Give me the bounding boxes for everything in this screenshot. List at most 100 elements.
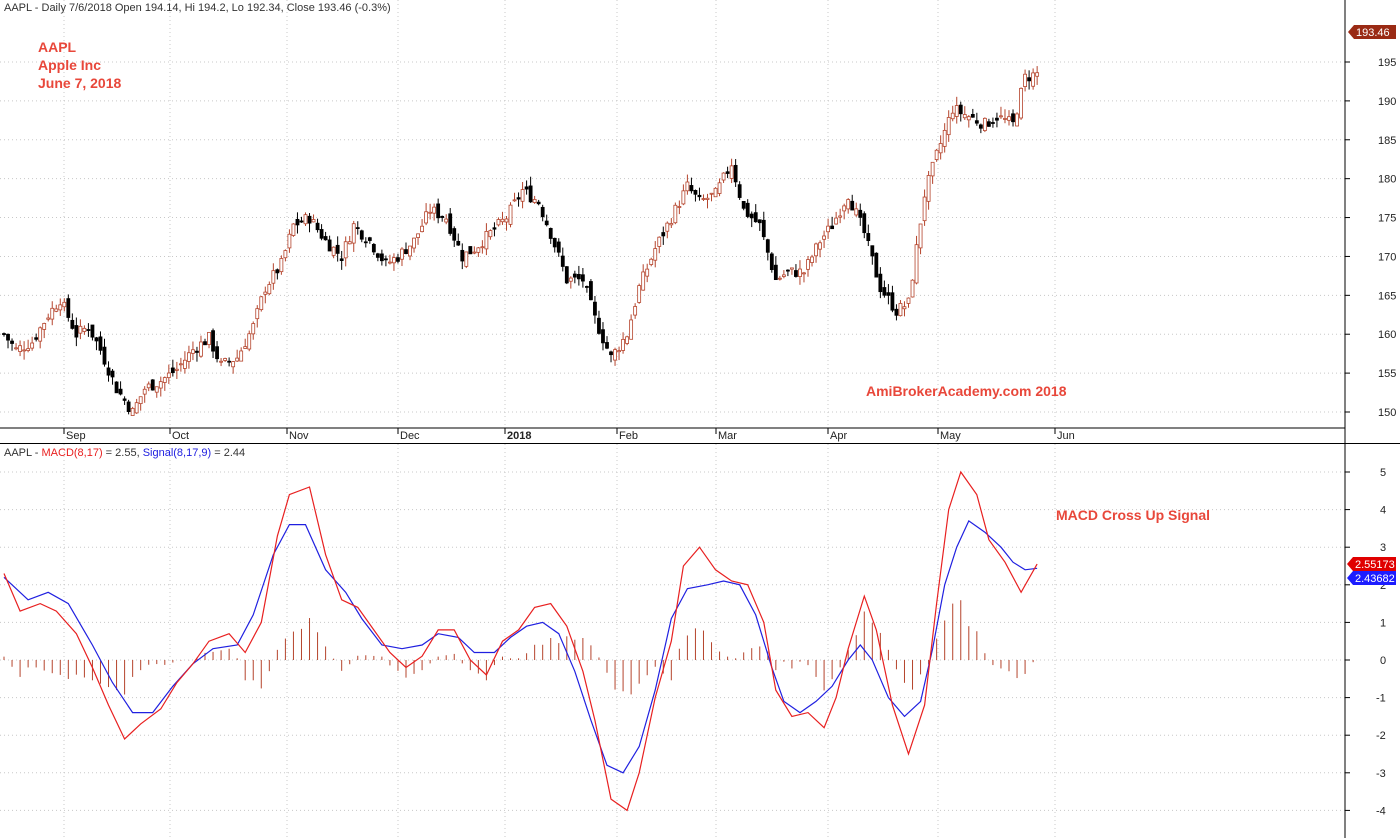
- candle-down: [697, 194, 702, 198]
- candle-down: [98, 336, 103, 351]
- signal-line: [3, 519, 1038, 774]
- candle-down: [725, 171, 730, 174]
- candle-up: [38, 327, 43, 342]
- candle-up: [187, 352, 191, 362]
- candle-down: [275, 269, 280, 274]
- x-tick-label: Dec: [400, 430, 420, 442]
- candle-down: [593, 301, 597, 316]
- candle-down: [516, 197, 521, 200]
- price-candles: [2, 66, 1040, 416]
- candle-down: [295, 218, 300, 226]
- candle-down: [540, 206, 545, 218]
- candle-up: [512, 199, 517, 202]
- candle-up: [142, 388, 147, 395]
- candle-down: [355, 227, 360, 229]
- macd-tick-label: 0: [1380, 655, 1386, 667]
- candle-up: [22, 349, 27, 352]
- candle-up: [1003, 118, 1007, 120]
- candle-up: [914, 244, 919, 284]
- candle-up: [428, 211, 433, 214]
- candle-down: [6, 333, 10, 341]
- price-tick-label: 170: [1378, 251, 1396, 263]
- candle-up: [207, 331, 211, 346]
- candle-up: [199, 341, 203, 357]
- candle-down: [379, 253, 384, 262]
- candle-down: [890, 292, 895, 311]
- price-tick-label: 195: [1378, 57, 1396, 69]
- candle-up: [633, 306, 638, 316]
- candle-up: [331, 246, 336, 256]
- candle-down: [548, 228, 553, 239]
- candle-up: [388, 261, 392, 264]
- candle-up: [629, 319, 634, 340]
- candle-down: [404, 249, 408, 255]
- candle-down: [850, 200, 855, 211]
- candle-up: [146, 383, 151, 389]
- candle-up: [621, 338, 625, 351]
- macd-header-prefix: AAPL -: [4, 447, 42, 459]
- macd-tick-label: -1: [1376, 693, 1386, 705]
- candle-up: [838, 215, 843, 218]
- candle-down: [552, 237, 557, 248]
- candle-down: [741, 201, 746, 209]
- macd-tick-label: 4: [1380, 505, 1386, 517]
- candle-down: [609, 351, 613, 356]
- last-price-badge: 193.46: [1348, 25, 1396, 39]
- candle-down: [34, 337, 39, 340]
- candle-up: [902, 306, 907, 310]
- candle-up: [476, 247, 481, 253]
- candle-up: [822, 235, 826, 240]
- last-price-badge-text: 193.46: [1356, 27, 1390, 39]
- candle-up: [568, 277, 573, 282]
- candle-up: [303, 214, 308, 225]
- candle-up: [484, 231, 489, 250]
- candle-down: [456, 240, 461, 246]
- candle-up: [255, 308, 260, 320]
- candle-up: [637, 285, 642, 303]
- candle-up: [504, 218, 509, 223]
- candle-up: [408, 245, 412, 257]
- candle-up: [347, 241, 352, 245]
- candle-down: [367, 237, 372, 241]
- candle-down: [978, 124, 983, 129]
- price-y-ticks: 150 155 160 165 170 175 180 185 190 195: [1345, 57, 1396, 419]
- candle-down: [556, 241, 561, 253]
- candle-down: [589, 281, 593, 301]
- candle-down: [870, 245, 875, 257]
- candle-down: [327, 239, 332, 252]
- candle-up: [613, 349, 617, 361]
- candle-up: [950, 112, 955, 120]
- candle-up: [846, 199, 851, 210]
- candle-up: [681, 190, 686, 205]
- candle-up: [802, 272, 806, 275]
- candle-up: [777, 277, 782, 280]
- x-tick-label: Jun: [1057, 430, 1075, 442]
- candle-up: [412, 237, 416, 249]
- candle-up: [287, 233, 292, 249]
- candle-up: [247, 333, 252, 350]
- candle-down: [794, 270, 798, 277]
- candle-down: [319, 229, 324, 239]
- candle-up: [166, 372, 171, 379]
- candle-down: [492, 227, 497, 230]
- candle-down: [894, 308, 899, 316]
- candle-down: [10, 340, 14, 344]
- candle-down: [307, 215, 312, 224]
- candle-up: [1023, 73, 1027, 87]
- candle-down: [215, 346, 219, 360]
- signal-last-badge-text: 2.43682: [1355, 573, 1395, 585]
- candle-up: [910, 279, 915, 298]
- price-tick-label: 175: [1378, 213, 1396, 225]
- candle-down: [761, 219, 766, 238]
- candle-up: [30, 342, 35, 349]
- candle-up: [62, 301, 67, 308]
- date-annotation: June 7, 2018: [38, 75, 121, 91]
- candle-up: [42, 323, 47, 330]
- candle-down: [524, 186, 529, 190]
- candle-up: [392, 257, 396, 264]
- candle-down: [335, 244, 340, 254]
- candle-up: [942, 129, 947, 147]
- candle-up: [444, 218, 449, 223]
- candle-up: [729, 165, 734, 179]
